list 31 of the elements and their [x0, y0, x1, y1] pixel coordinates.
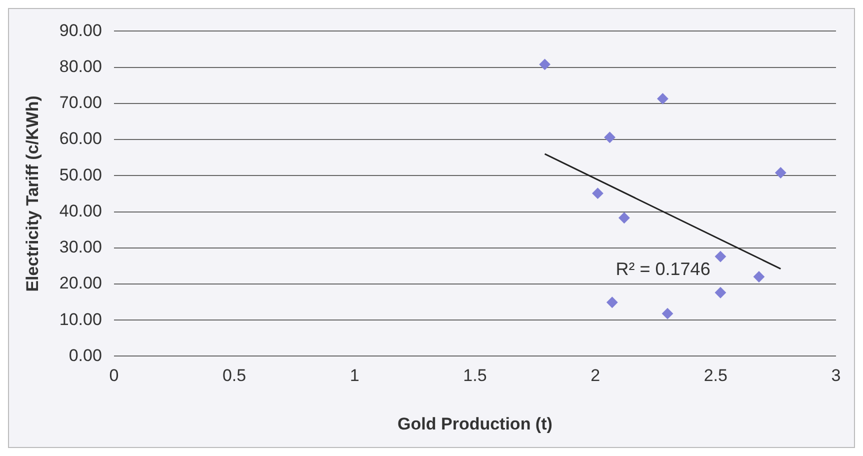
y-tick-label: 0.00 [68, 346, 102, 365]
y-tick-label: 50.00 [59, 165, 102, 184]
point [604, 132, 616, 143]
x-tick-label: 0 [109, 366, 119, 386]
y-tick-label: 80.00 [59, 57, 102, 76]
y-tick-label: 40.00 [59, 201, 102, 220]
x-tick-label: 3 [831, 366, 841, 386]
y-tick-label: 10.00 [59, 310, 102, 329]
point [714, 251, 726, 262]
y-tick-label: 30.00 [59, 238, 102, 257]
point [657, 93, 668, 104]
x-tick-label: 1.5 [463, 366, 487, 386]
x-tick-label: 2 [590, 366, 600, 386]
y-tick-label: 20.00 [59, 274, 102, 293]
point [606, 296, 618, 308]
point [662, 308, 674, 320]
point [592, 188, 604, 199]
y-axis-title: Electricity Tariff (c/KWh) [22, 96, 42, 292]
x-tick-label: 1 [350, 366, 360, 386]
x-axis-title: Gold Production (t) [398, 414, 552, 434]
point [775, 167, 786, 178]
y-tick-label: 90.00 [59, 20, 102, 40]
point [618, 212, 630, 224]
x-tick-label: 0.5 [222, 366, 246, 386]
y-tick-label: 60.00 [59, 129, 102, 148]
point [714, 287, 726, 298]
x-tick-label: 2.5 [704, 366, 728, 386]
y-tick-label: 70.00 [59, 93, 102, 112]
annotation: R² = 0.1746 [616, 259, 710, 280]
point [539, 58, 550, 70]
point [753, 271, 764, 282]
